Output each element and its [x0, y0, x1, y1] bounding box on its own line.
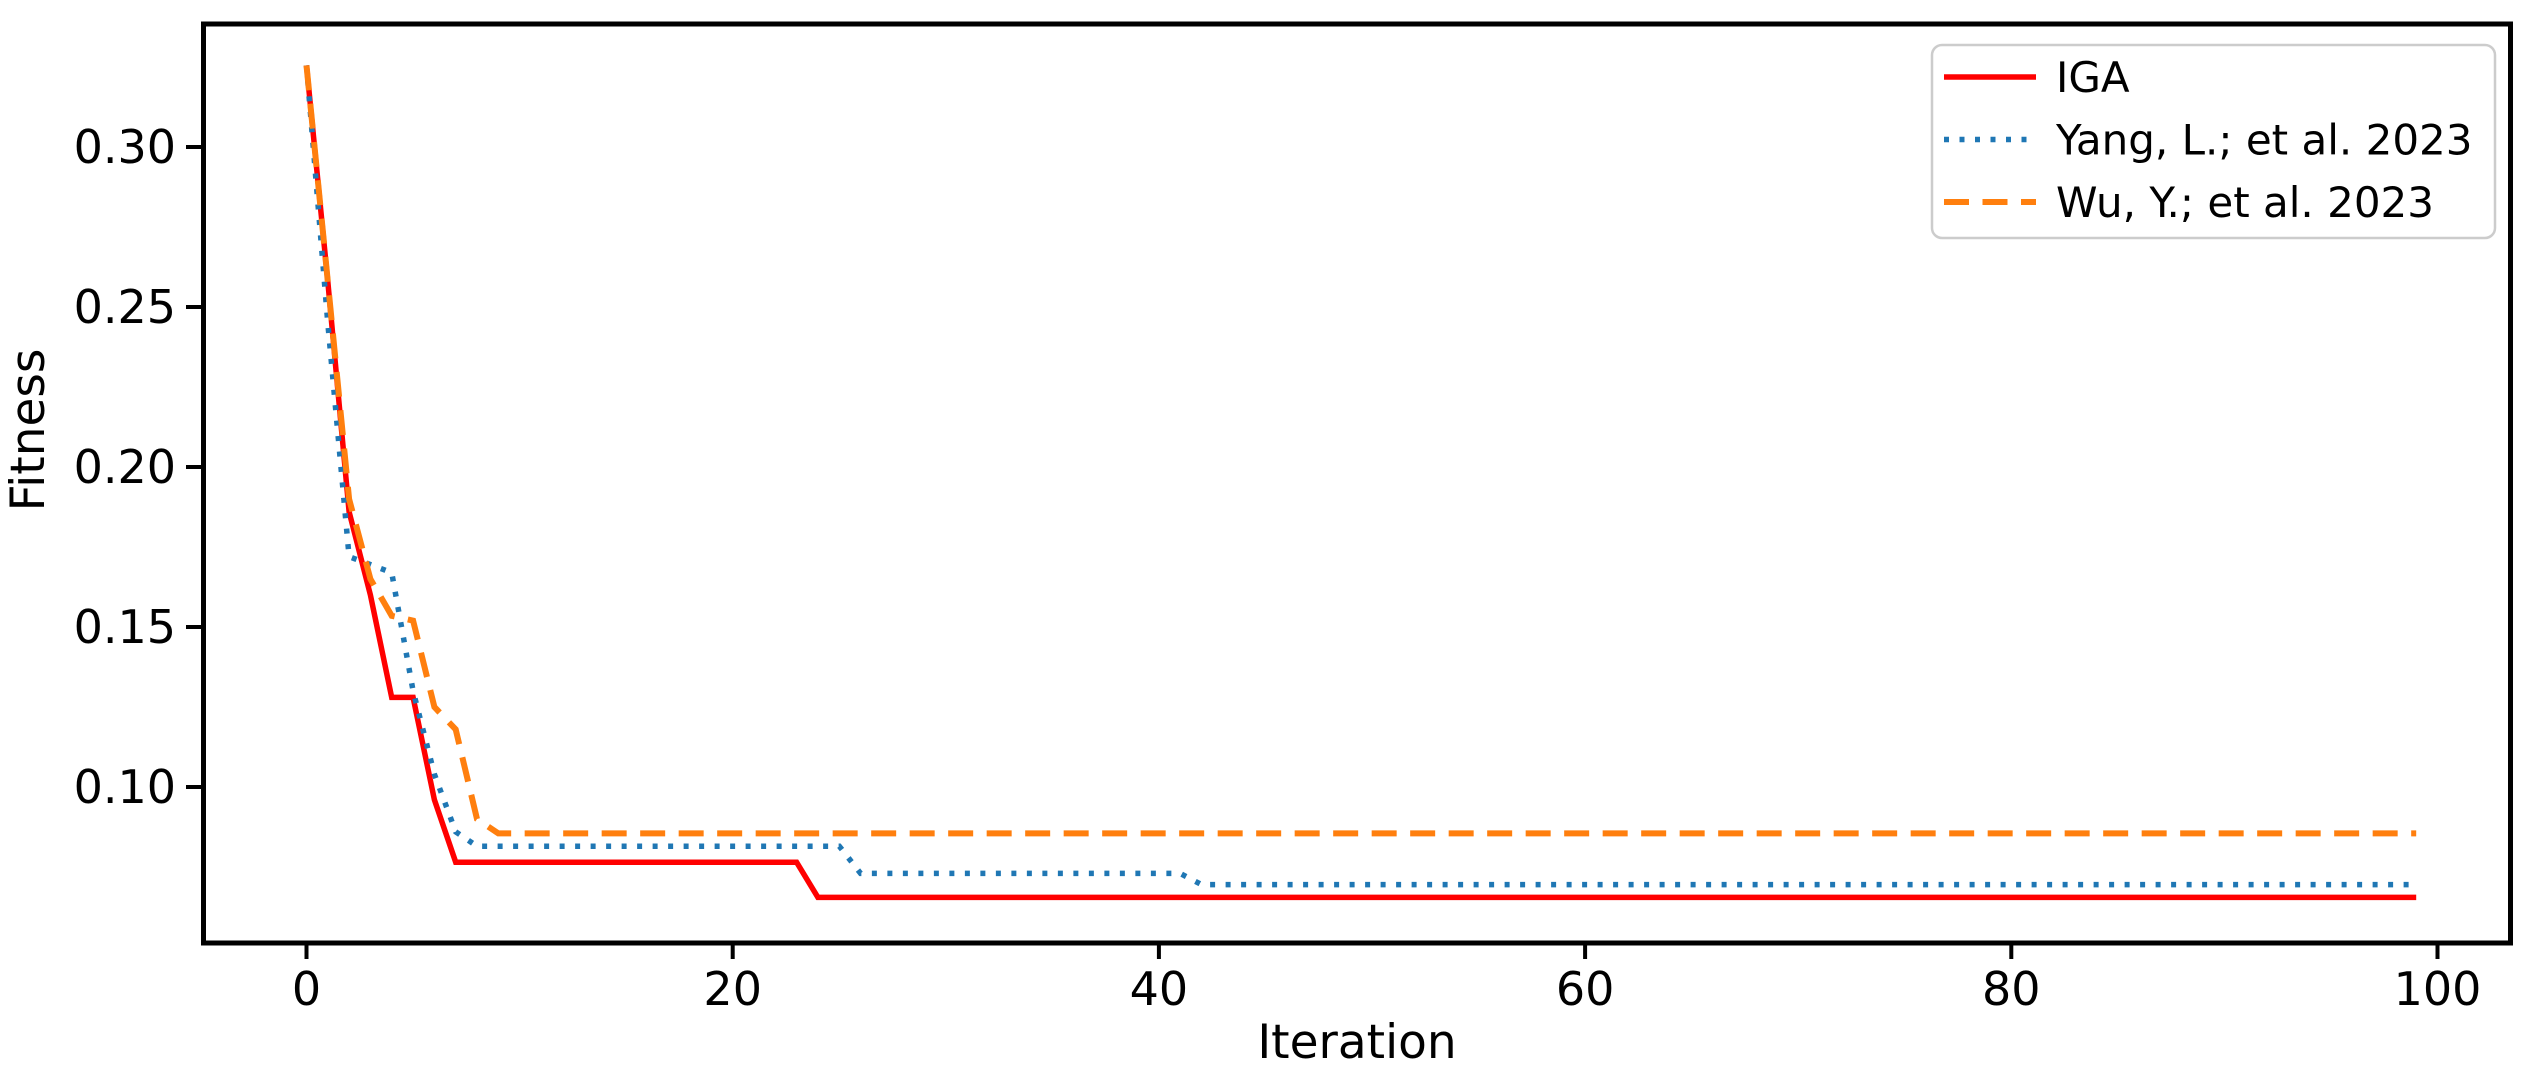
- y-tick-label: 0.25: [74, 280, 176, 334]
- legend: IGA Yang, L.; et al. 2023 Wu, Y.; et al.…: [1930, 43, 2497, 240]
- y-tick-label: 0.10: [74, 760, 176, 814]
- legend-item-yang: Yang, L.; et al. 2023: [1944, 116, 2473, 165]
- legend-box: [1930, 43, 2497, 240]
- x-tick-label: 40: [1130, 962, 1189, 1016]
- x-axis: 0 20 40 60 80 100: [292, 943, 2482, 1016]
- x-axis-label: Iteration: [1257, 1015, 1456, 1070]
- series-layer: [303, 65, 2417, 901]
- legend-item-iga: IGA: [1944, 53, 2130, 102]
- legend-item-wu: Wu, Y.; et al. 2023: [1944, 178, 2434, 227]
- y-tick-label: 0.30: [74, 120, 176, 174]
- x-tick-label: 80: [1982, 962, 2041, 1016]
- x-tick-label: 100: [2394, 962, 2482, 1016]
- y-tick-label: 0.20: [74, 440, 176, 494]
- y-axis: 0.10 0.15 0.20 0.25 0.30: [74, 120, 203, 814]
- plot-border: [201, 21, 2513, 946]
- x-tick-label: 60: [1556, 962, 1615, 1016]
- x-tick-label: 20: [703, 962, 762, 1016]
- y-axis-label: Fitness: [1, 349, 56, 512]
- legend-label-wu: Wu, Y.; et al. 2023: [2056, 178, 2434, 227]
- legend-label-iga: IGA: [2056, 53, 2130, 102]
- y-tick-label: 0.15: [74, 600, 176, 654]
- series-line-wu-y-et-al-2023: [303, 65, 2417, 837]
- series-line-yang-l-et-al-2023: [303, 65, 2417, 888]
- x-tick-label: 0: [292, 962, 321, 1016]
- legend-label-yang: Yang, L.; et al. 2023: [2055, 116, 2473, 165]
